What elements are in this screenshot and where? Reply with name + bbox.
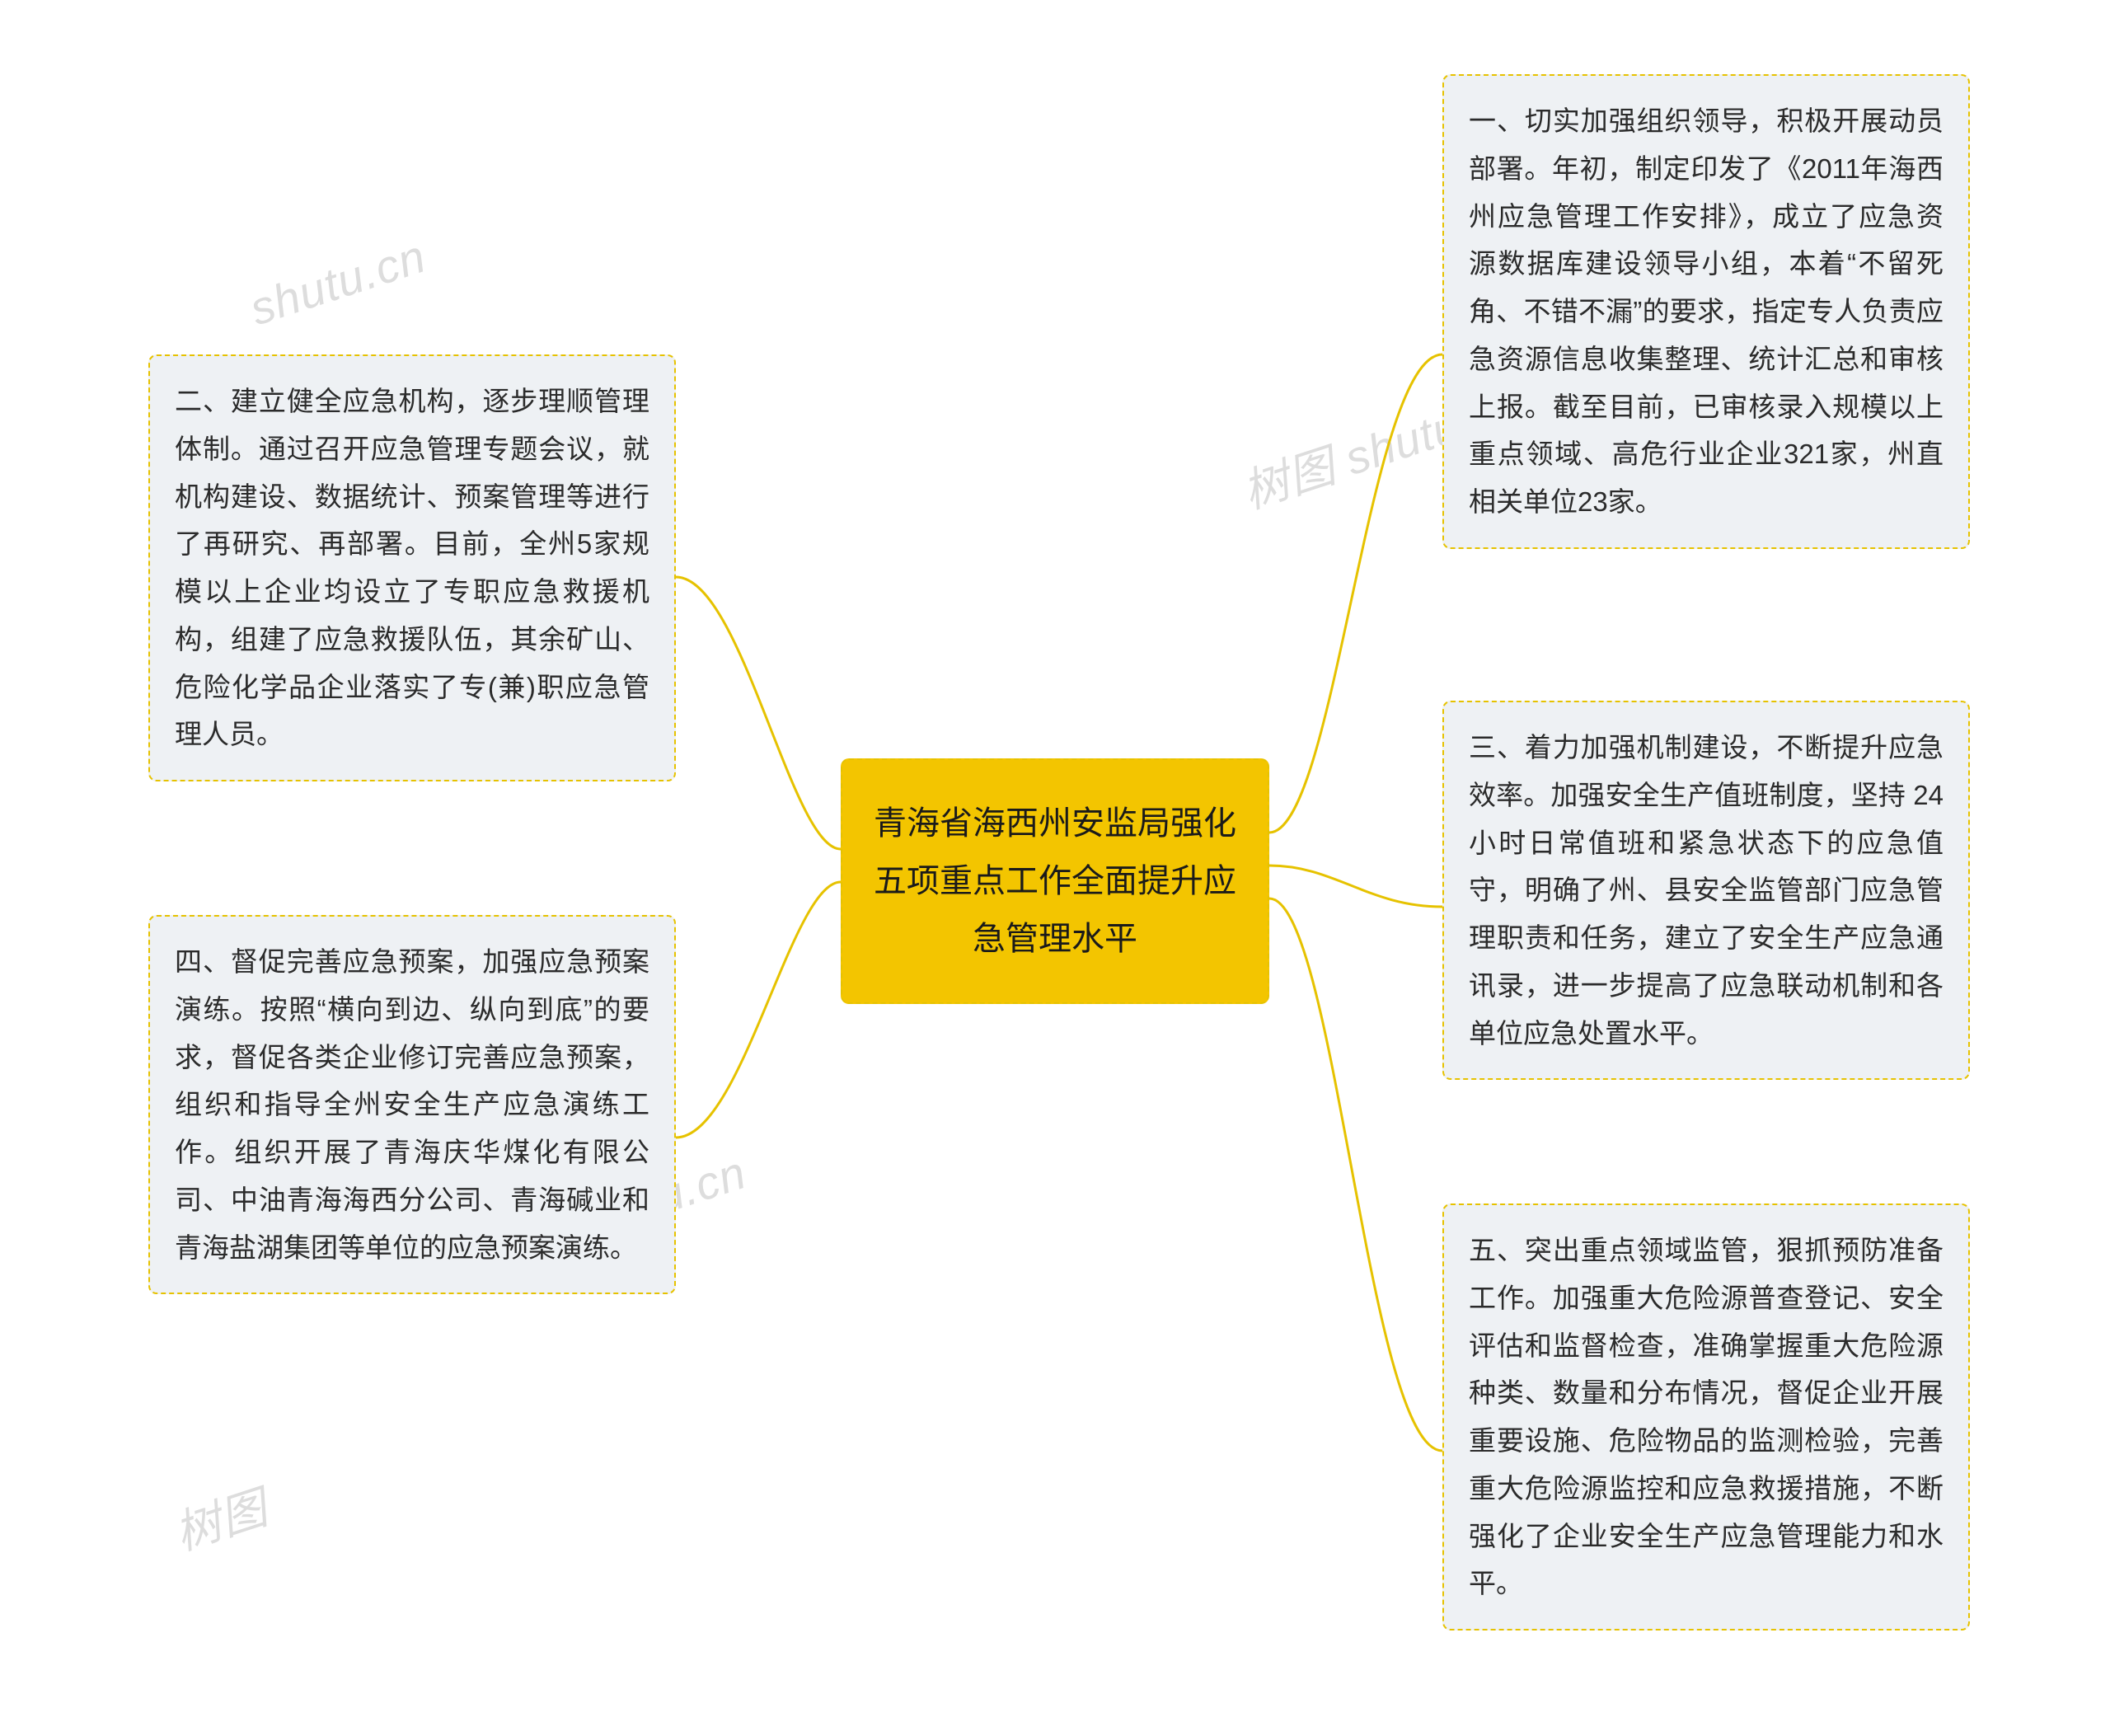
mindmap-branch-3: 三、着力加强机制建设，不断提升应急效率。加强安全生产值班制度，坚持 24小时日常… (1442, 701, 1970, 1080)
watermark: shutu.cn (243, 229, 432, 336)
mindmap-center-node: 青海省海西州安监局强化五项重点工作全面提升应急管理水平 (841, 758, 1269, 1004)
mindmap-branch-5: 五、突出重点领域监管，狠抓预防准备工作。加强重大危险源普查登记、安全评估和监督检… (1442, 1203, 1970, 1630)
watermark: 树图 (165, 1471, 274, 1563)
mindmap-branch-1: 一、切实加强组织领导，积极开展动员部署。年初，制定印发了《2011年海西州应急管… (1442, 74, 1970, 549)
mindmap-branch-4: 四、督促完善应急预案，加强应急预案演练。按照“横向到边、纵向到底”的要求，督促各… (148, 915, 676, 1294)
mindmap-branch-2: 二、建立健全应急机构，逐步理顺管理体制。通过召开应急管理专题会议，就机构建设、数… (148, 354, 676, 781)
